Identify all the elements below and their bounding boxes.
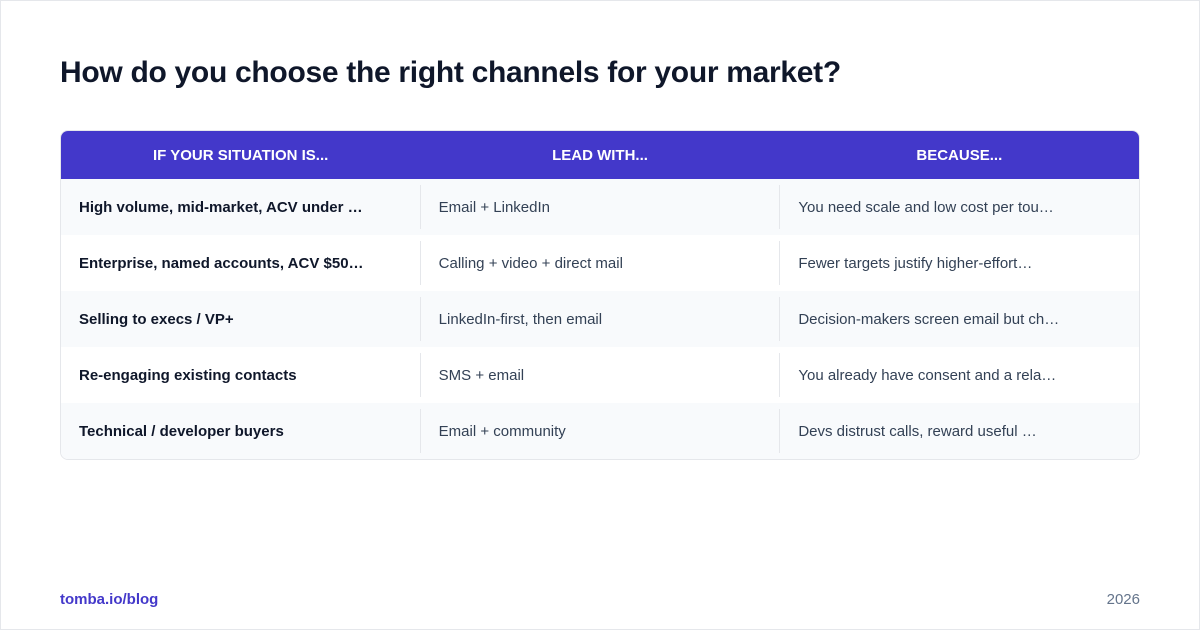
table-row: Technical / developer buyers Email + comm… [61,403,1139,459]
table-cell: Email + LinkedIn [419,185,780,229]
table-cell: SMS + email [419,353,780,397]
table-cell: LinkedIn-first, then email [419,297,780,341]
table-cell: You already have consent and a rela… [779,353,1139,397]
table-header: IF YOUR SITUATION IS... LEAD WITH... BECAU… [61,131,1139,179]
table-cell: Technical / developer buyers [79,422,284,440]
source-link[interactable]: tomba.io/blog [60,591,159,608]
table-cell: Decision-makers screen email but ch… [779,297,1139,341]
year: 2026 [1106,591,1140,608]
table-body: High volume, mid-market, ACV under … Emai… [61,179,1139,459]
table-row: High volume, mid-market, ACV under … Emai… [61,179,1139,235]
table-cell: Devs distrust calls, reward useful … [779,409,1139,453]
table-cell: You need scale and low cost per tou… [779,185,1139,229]
column-header: LEAD WITH... [552,146,648,164]
table-cell: Enterprise, named accounts, ACV $50… [79,254,364,272]
table-cell: Calling + video + direct mail [419,241,780,285]
title: How do you choose the right channels for… [60,56,841,89]
table-row: Re-engaging existing contacts SMS + email… [61,347,1139,403]
table-cell: Selling to execs / VP+ [79,310,234,328]
table-cell: Email + community [419,409,780,453]
column-header: BECAUSE... [916,146,1003,164]
table: IF YOUR SITUATION IS... LEAD WITH... BECAU… [60,130,1140,460]
table-cell: Re-engaging existing contacts [79,366,297,384]
table-cell: Fewer targets justify higher-effort… [779,241,1139,285]
column-header: IF YOUR SITUATION IS... [153,146,329,164]
table-cell: High volume, mid-market, ACV under … [79,198,363,216]
table-row: Enterprise, named accounts, ACV $50… Call… [61,235,1139,291]
table-row: Selling to execs / VP+ LinkedIn-first, th… [61,291,1139,347]
